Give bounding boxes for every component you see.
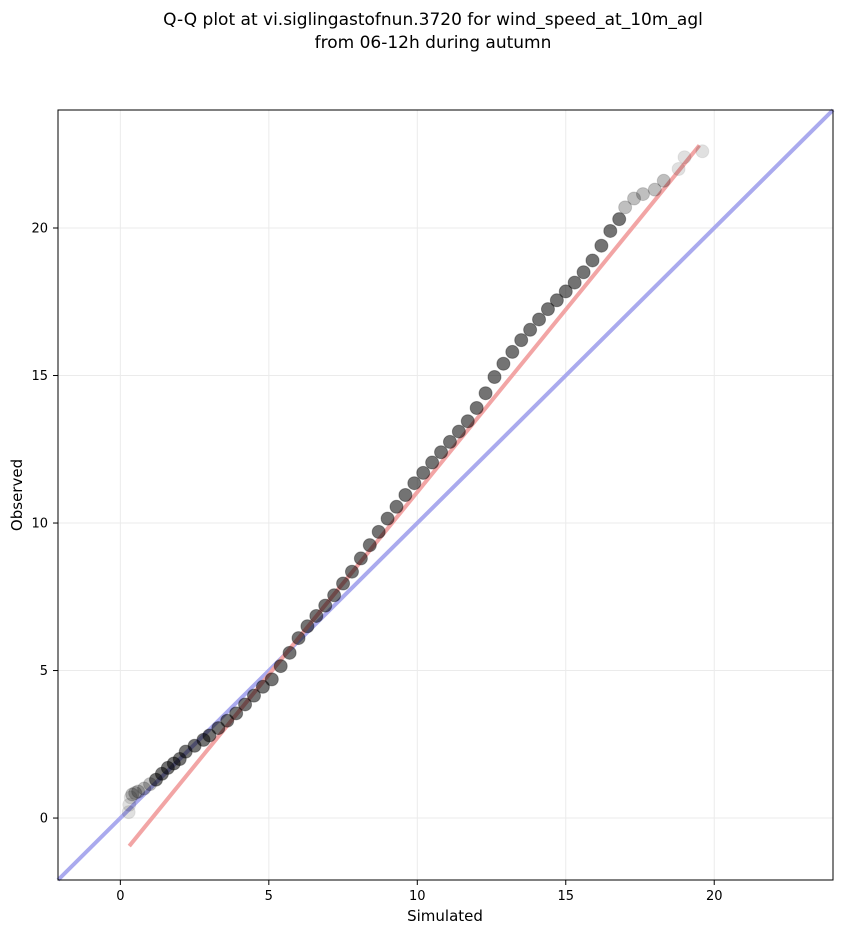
data-point — [505, 344, 520, 359]
y-tick-label: 20 — [31, 222, 48, 237]
data-point — [291, 631, 306, 646]
data-point — [344, 564, 359, 579]
data-point — [478, 386, 493, 401]
data-point — [300, 619, 315, 634]
x-tick-label: 10 — [409, 889, 426, 904]
data-point — [469, 400, 484, 415]
data-point — [416, 465, 431, 480]
data-point — [362, 538, 377, 553]
data-point — [618, 200, 633, 215]
data-points — [121, 144, 710, 820]
data-point — [549, 293, 564, 308]
data-point — [131, 784, 146, 799]
data-point — [125, 787, 140, 802]
data-point — [496, 356, 511, 371]
x-tick-label: 15 — [557, 889, 574, 904]
data-point — [487, 369, 502, 384]
data-point — [558, 284, 573, 299]
data-point — [264, 672, 279, 687]
data-point — [627, 191, 642, 206]
data-point — [585, 253, 600, 268]
y-axis-label: Observed — [8, 459, 26, 531]
data-point — [603, 223, 618, 238]
data-point — [576, 265, 591, 280]
data-point — [523, 322, 538, 337]
data-point — [514, 333, 529, 348]
data-point — [442, 434, 457, 449]
data-point — [389, 499, 404, 514]
data-point — [273, 659, 288, 674]
data-point — [398, 488, 413, 502]
data-point — [594, 238, 609, 253]
data-point — [612, 212, 627, 227]
data-point — [671, 162, 686, 177]
data-point — [238, 697, 253, 712]
data-point — [460, 414, 475, 429]
data-point — [282, 645, 297, 660]
data-point — [336, 576, 351, 591]
data-point — [255, 679, 270, 694]
x-tick-label: 20 — [706, 889, 723, 904]
data-point — [318, 598, 333, 613]
fit-line — [127, 144, 701, 848]
y-tick-label: 0 — [40, 812, 48, 827]
data-point — [451, 424, 466, 439]
data-point — [121, 805, 136, 820]
data-point — [128, 785, 143, 800]
plot-frame — [57, 109, 834, 881]
data-point — [380, 511, 395, 526]
data-point — [123, 790, 138, 805]
data-point — [327, 588, 342, 603]
y-tick-label: 5 — [40, 664, 48, 679]
y-tick-label: 10 — [31, 517, 48, 532]
x-axis-label: Simulated — [407, 907, 483, 925]
data-point — [229, 706, 244, 721]
data-point — [122, 797, 137, 812]
y-tick-label: 15 — [31, 369, 48, 384]
grid — [58, 110, 833, 880]
x-tick-label: 5 — [265, 889, 273, 904]
data-point — [425, 455, 440, 470]
data-point — [137, 781, 152, 796]
data-point — [656, 173, 671, 188]
data-point — [532, 312, 547, 327]
data-point — [353, 551, 368, 566]
data-point — [567, 275, 582, 290]
data-point — [677, 150, 692, 165]
data-point — [434, 445, 449, 460]
data-point — [371, 524, 386, 539]
data-point — [246, 688, 261, 703]
data-point — [540, 302, 555, 317]
data-point — [647, 182, 662, 197]
chart-subtitle: from 06-12h during autumn — [315, 33, 552, 53]
data-point — [635, 187, 650, 202]
data-point — [407, 476, 422, 491]
data-point — [202, 728, 217, 743]
y-axis-ticks: 0 5 10 15 20 — [31, 222, 58, 827]
chart-title: Q-Q plot at vi.siglingastofnun.3720 for … — [163, 10, 703, 30]
data-point — [309, 608, 324, 623]
x-axis-ticks: 0 5 10 15 20 — [116, 880, 722, 904]
data-point — [695, 144, 710, 159]
x-tick-label: 0 — [116, 889, 124, 904]
data-point — [220, 713, 235, 728]
data-point — [211, 721, 226, 736]
